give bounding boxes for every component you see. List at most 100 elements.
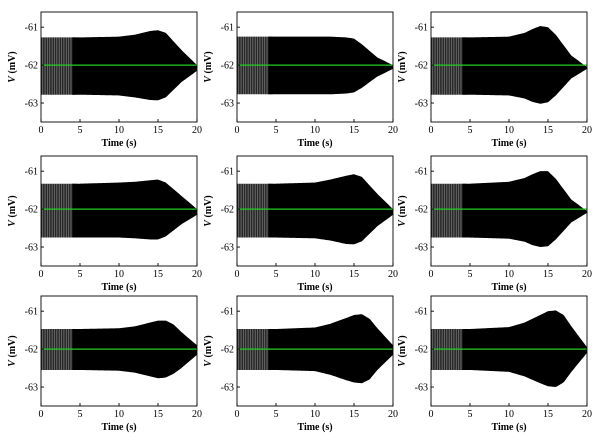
x-tick-label: 0 [39,409,44,420]
x-axis-label: Time (s) [101,422,136,433]
x-axis-label: Time (s) [297,138,332,149]
x-axis-label: Time (s) [491,138,526,149]
y-axis-label: V (mV) [397,51,408,82]
panel-row2-col3: 0 5 10 15 20 -61 -62 -63 Time (s) V (mV) [397,155,592,293]
y-tick-label: -62 [221,205,234,216]
x-tick-label: 0 [235,125,240,136]
oscillation-onset [431,183,467,238]
x-tick-label: 15 [543,409,553,420]
y-tick-label: -61 [415,307,428,318]
x-tick-label: 10 [504,409,514,420]
x-tick-label: 20 [192,125,202,136]
panel-row3-col1: 0 5 10 15 20 -61 -62 -63 Time (s) V (mV) [7,295,202,433]
oscillation-onset [237,183,273,238]
x-tick-label: 5 [274,409,279,420]
x-tick-label: 0 [39,269,44,280]
x-tick-label: 5 [468,125,473,136]
x-tick-label: 15 [349,125,359,136]
y-tick-label: -62 [415,61,428,72]
x-tick-label: 10 [310,269,320,280]
panel-row1-col3: 0 5 10 15 20 -61 -62 -63 Time (s) V (mV) [397,11,592,149]
y-tick-label: -63 [221,243,234,254]
x-tick-label: 5 [274,125,279,136]
x-tick-label: 15 [349,269,359,280]
x-tick-label: 0 [429,125,434,136]
y-tick-label: -61 [25,167,38,178]
y-axis-label: V (mV) [7,335,18,366]
x-tick-label: 15 [543,125,553,136]
x-tick-label: 5 [468,409,473,420]
y-tick-label: -61 [221,167,234,178]
x-tick-label: 5 [78,269,83,280]
x-tick-label: 0 [429,269,434,280]
x-tick-label: 20 [388,409,398,420]
x-tick-label: 20 [388,125,398,136]
x-tick-label: 20 [192,409,202,420]
oscillation-onset [41,183,77,238]
x-tick-label: 5 [78,409,83,420]
x-tick-label: 20 [192,269,202,280]
y-tick-label: -61 [221,23,234,34]
x-tick-label: 10 [504,269,514,280]
x-tick-label: 0 [39,125,44,136]
x-tick-label: 0 [429,409,434,420]
y-tick-label: -62 [415,205,428,216]
x-tick-label: 5 [468,269,473,280]
y-axis-label: V (mV) [203,335,214,366]
x-tick-label: 5 [274,269,279,280]
panel-row2-col2: 0 5 10 15 20 -61 -62 -63 Time (s) V (mV) [203,155,398,293]
y-tick-label: -62 [221,345,234,356]
x-tick-label: 20 [582,409,592,420]
y-tick-label: -63 [221,99,234,110]
y-tick-label: -61 [221,307,234,318]
y-tick-label: -61 [25,23,38,34]
panel-row3-col2: 0 5 10 15 20 -61 -62 -63 Time (s) V (mV) [203,295,398,433]
x-tick-label: 10 [310,125,320,136]
x-tick-label: 10 [310,409,320,420]
x-tick-label: 10 [114,125,124,136]
y-tick-label: -62 [25,61,38,72]
x-tick-label: 15 [349,409,359,420]
y-tick-label: -61 [25,307,38,318]
y-tick-label: -63 [25,243,38,254]
x-tick-label: 10 [114,409,124,420]
y-tick-label: -62 [221,61,234,72]
x-tick-label: 15 [153,125,163,136]
y-tick-label: -63 [415,383,428,394]
y-tick-label: -61 [415,167,428,178]
x-tick-label: 20 [388,269,398,280]
x-axis-label: Time (s) [297,422,332,433]
y-tick-label: -61 [415,23,428,34]
x-tick-label: 20 [582,269,592,280]
x-tick-label: 10 [114,269,124,280]
x-axis-label: Time (s) [101,138,136,149]
y-axis-label: V (mV) [397,335,408,366]
panel-row1-col2: 0 5 10 15 20 -61 -62 -63 Time (s) V (mV) [203,11,398,149]
x-tick-label: 10 [504,125,514,136]
y-tick-label: -63 [415,99,428,110]
x-tick-label: 0 [235,269,240,280]
x-tick-label: 15 [543,269,553,280]
x-tick-label: 5 [78,125,83,136]
oscillation-onset [431,329,467,370]
y-tick-label: -62 [25,205,38,216]
x-tick-label: 15 [153,269,163,280]
y-tick-label: -62 [25,345,38,356]
x-tick-label: 15 [153,409,163,420]
x-tick-label: 0 [235,409,240,420]
y-axis-label: V (mV) [203,195,214,226]
y-axis-label: V (mV) [7,51,18,82]
y-tick-label: -63 [415,243,428,254]
y-tick-label: -63 [25,383,38,394]
y-tick-label: -63 [25,99,38,110]
y-tick-label: -63 [221,383,234,394]
panel-row2-col1: 0 5 10 15 20 -61 -62 -63 Time (s) V (mV) [7,155,202,293]
x-axis-label: Time (s) [491,422,526,433]
panel-row3-col3: 0 5 10 15 20 -61 -62 -63 Time (s) V (mV) [397,295,592,433]
x-tick-label: 20 [582,125,592,136]
panel-row1-col1: 0 5 10 15 20 -61 -62 -63 Time (s) V (mV) [7,11,202,149]
y-axis-label: V (mV) [203,51,214,82]
y-axis-label: V (mV) [397,195,408,226]
x-axis-label: Time (s) [297,282,332,293]
